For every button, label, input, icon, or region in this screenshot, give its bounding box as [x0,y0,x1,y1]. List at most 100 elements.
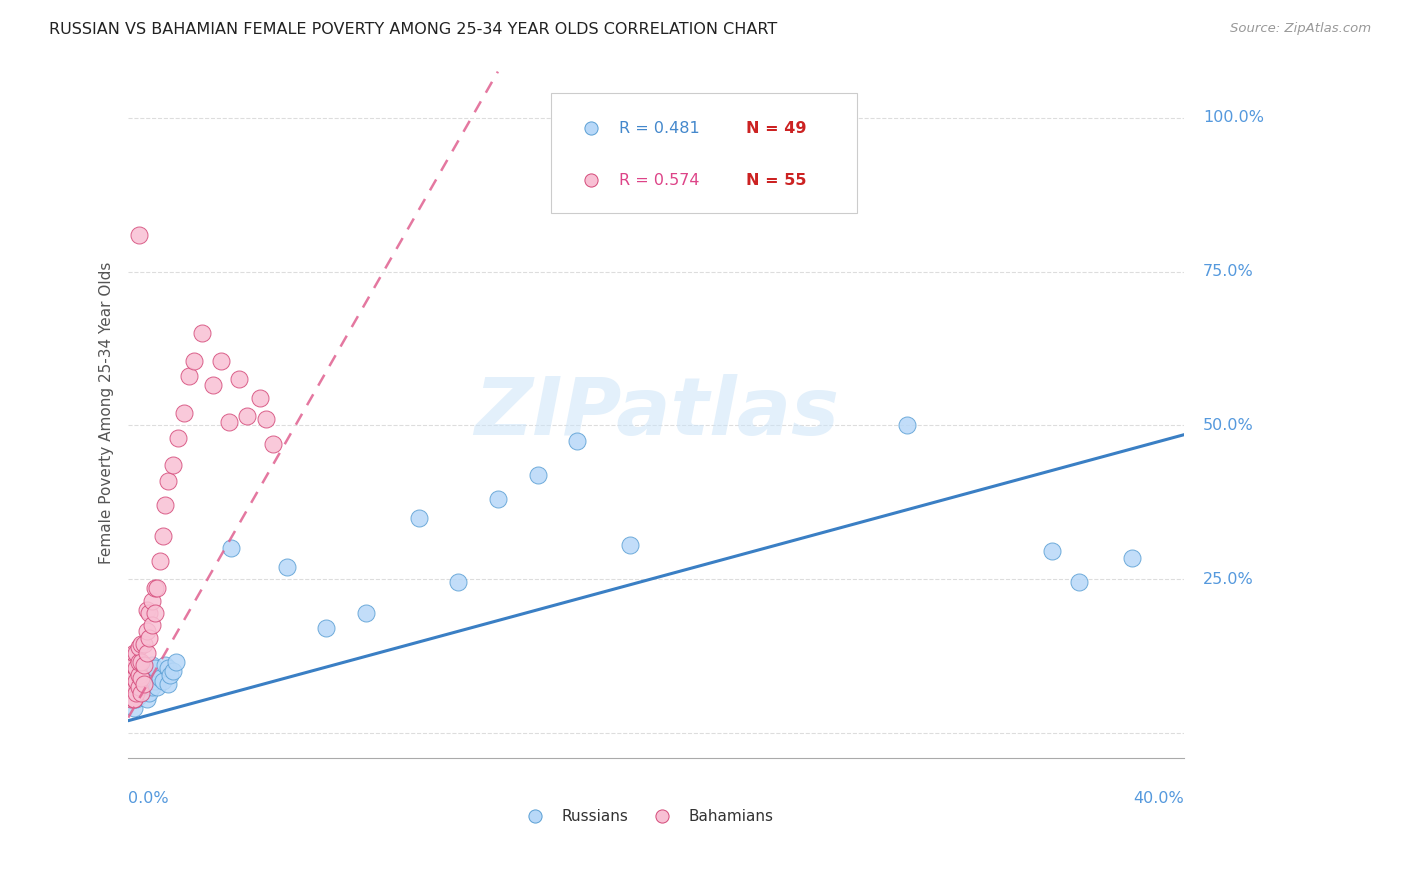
Point [122,689,145,703]
Point [143,606,166,620]
Point [135,603,157,617]
Point [128,689,150,703]
Point [254,412,277,426]
Point [122,658,145,673]
Point [146,582,169,596]
Text: 75.0%: 75.0% [1204,264,1254,279]
Point [131,671,153,685]
Point [120,692,142,706]
Point [152,529,174,543]
Point [1040,544,1063,558]
Point [125,661,148,675]
Point [122,671,145,685]
Point [201,378,224,392]
Point [149,671,172,685]
Point [128,680,150,694]
Point [122,692,145,706]
Point [1274,164,1296,178]
Point [135,692,157,706]
Point [128,655,150,669]
Point [526,467,548,482]
Point [183,353,205,368]
Point [120,652,142,666]
Point [141,658,163,673]
Point [191,326,214,340]
Point [173,406,195,420]
Point [125,686,148,700]
Text: 100.0%: 100.0% [1204,111,1264,125]
Text: ZIPatlas: ZIPatlas [474,374,839,452]
Point [249,391,271,405]
Point [156,474,179,488]
Point [162,458,184,473]
Point [132,637,155,651]
Point [131,637,153,651]
Point [146,680,169,694]
Point [141,618,163,632]
Point [128,227,150,242]
Point [131,655,153,669]
Point [120,677,142,691]
Point [131,686,153,700]
Point [155,499,177,513]
Point [120,673,142,688]
Point [315,621,337,635]
Point [131,680,153,694]
Point [263,437,285,451]
Point [125,671,148,685]
Point [778,191,800,205]
Point [619,538,641,552]
Point [138,631,160,645]
Point [1274,211,1296,225]
Point [132,682,155,697]
Point [128,667,150,681]
Point [125,692,148,706]
Point [354,606,377,620]
Point [132,658,155,673]
Point [141,593,163,607]
Text: 25.0%: 25.0% [1204,572,1254,587]
Text: N = 55: N = 55 [747,173,807,187]
Point [177,369,200,384]
Point [209,353,232,368]
Point [143,673,166,688]
Point [141,680,163,694]
Point [138,686,160,700]
Point [149,554,172,568]
Point [408,510,430,524]
Point [135,673,157,688]
Point [162,665,184,679]
Point [486,492,509,507]
Point [218,415,240,429]
Point [131,673,153,688]
Point [125,646,148,660]
Point [159,667,181,681]
Point [228,372,250,386]
Point [122,692,145,706]
Point [120,682,142,697]
Text: Source: ZipAtlas.com: Source: ZipAtlas.com [1230,22,1371,36]
Point [152,673,174,688]
Text: R = 0.481: R = 0.481 [620,121,700,136]
Point [122,680,145,694]
Point [167,431,190,445]
Text: Russians: Russians [561,809,628,823]
Point [131,686,153,700]
FancyBboxPatch shape [551,93,858,213]
Point [122,701,145,715]
Point [1067,575,1090,590]
Text: 0.0%: 0.0% [128,791,169,806]
Point [122,682,145,697]
Text: Bahamians: Bahamians [688,809,773,823]
Point [155,658,177,673]
Text: 50.0%: 50.0% [1204,417,1254,433]
Point [128,667,150,681]
Point [143,661,166,675]
Point [138,671,160,685]
Point [132,677,155,691]
Point [1121,550,1143,565]
Point [120,665,142,679]
Y-axis label: Female Poverty Among 25-34 Year Olds: Female Poverty Among 25-34 Year Olds [100,262,114,565]
Point [219,541,242,556]
Point [156,677,179,691]
